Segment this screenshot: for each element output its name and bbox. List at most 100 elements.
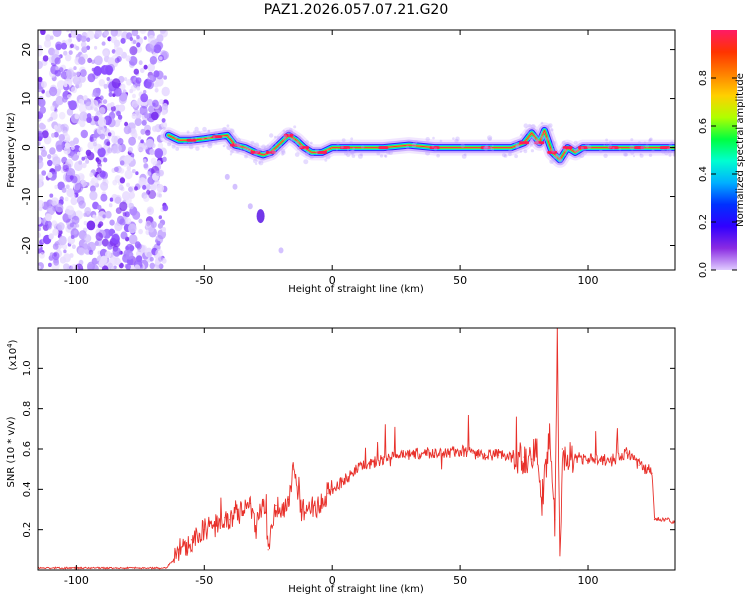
ridge-scatter-dot xyxy=(536,129,539,132)
ridge-scatter-dot xyxy=(672,151,675,155)
ridge-scatter-dot xyxy=(314,148,319,153)
noise-blob xyxy=(125,55,131,62)
noise-blob xyxy=(55,203,64,213)
noise-blob xyxy=(103,157,108,163)
ridge-scatter-dot xyxy=(666,147,672,153)
noise-blob xyxy=(116,56,122,62)
noise-blob xyxy=(140,67,145,74)
noise-blob xyxy=(143,163,149,169)
noise-blob xyxy=(111,78,121,89)
snr-y-scale-label: (x104) xyxy=(6,339,19,370)
noise-blob xyxy=(53,124,58,130)
snr-point xyxy=(648,468,651,470)
noise-blob xyxy=(41,130,49,139)
snr-point xyxy=(485,454,487,456)
ridge-scatter-dot xyxy=(432,136,435,140)
noise-blob xyxy=(114,50,121,57)
noise-blob xyxy=(109,197,114,202)
snr-point xyxy=(633,458,635,460)
noise-blob xyxy=(114,166,119,172)
ridge-peak xyxy=(186,138,197,142)
noise-blob xyxy=(93,115,99,122)
spectrogram-y-tick-label: -20 xyxy=(20,237,33,255)
noise-blob xyxy=(55,41,63,50)
snr-point xyxy=(643,468,645,470)
ridge-scatter-dot xyxy=(351,154,356,158)
ridge-scatter-dot xyxy=(648,139,651,143)
noise-blob xyxy=(134,117,142,127)
noise-blob xyxy=(48,262,52,268)
ridge-scatter-dot xyxy=(231,135,237,141)
noise-blob xyxy=(138,228,144,235)
snr-point xyxy=(554,519,556,521)
noise-blob xyxy=(41,81,47,88)
spectrogram-y-tick-label: 0 xyxy=(20,144,33,151)
noise-blob xyxy=(83,53,88,60)
noise-blob xyxy=(156,184,164,193)
ridge-scatter-dot xyxy=(229,153,232,156)
noise-blob xyxy=(140,93,149,103)
ridge-scatter-dot xyxy=(645,144,649,149)
ridge-scatter-dot xyxy=(222,126,227,132)
noise-blob xyxy=(52,30,62,38)
noise-blob xyxy=(61,187,67,193)
spectrogram-x-tick-label: 50 xyxy=(453,274,467,287)
ridge-scatter-dot xyxy=(281,150,286,155)
noise-blob xyxy=(52,228,59,236)
noise-blob xyxy=(48,233,54,240)
noise-blob xyxy=(83,220,88,226)
noise-blob xyxy=(65,184,70,189)
noise-blob xyxy=(53,49,60,56)
noise-blob xyxy=(126,182,130,188)
noise-blob xyxy=(87,73,96,83)
ridge-scatter-dot xyxy=(412,140,417,145)
noise-blob xyxy=(51,200,57,207)
ridge-scatter-dot xyxy=(288,133,290,136)
noise-blob xyxy=(98,259,105,267)
ridge-scatter-dot xyxy=(537,143,542,148)
noise-blob xyxy=(96,204,102,211)
noise-blob xyxy=(143,64,148,70)
noise-blob xyxy=(146,44,155,53)
noise-blob xyxy=(63,253,71,263)
ridge-scatter-dot xyxy=(350,149,355,155)
ridge-peak xyxy=(519,141,530,145)
ridge-scatter-dot xyxy=(561,140,566,145)
ridge-scatter-dot xyxy=(376,151,381,156)
ridge-scatter-dot xyxy=(425,150,431,156)
snr-point xyxy=(229,519,231,521)
ridge-scatter-dot xyxy=(573,140,578,145)
noise-blob xyxy=(153,266,158,270)
ridge-scatter-dot xyxy=(196,130,200,134)
ridge-scatter-dot xyxy=(254,148,260,154)
ridge-scatter-dot xyxy=(271,149,277,155)
ridge-scatter-dot xyxy=(266,154,271,159)
noise-blob xyxy=(110,105,116,112)
ridge-scatter-dot xyxy=(237,143,242,148)
noise-blob xyxy=(132,169,136,174)
noise-blob xyxy=(134,241,141,249)
snr-point xyxy=(567,458,569,460)
ridge-scatter-dot xyxy=(191,137,194,140)
noise-blob xyxy=(60,123,69,133)
ridge-scatter-dot xyxy=(540,132,543,135)
snr-point xyxy=(561,448,564,450)
ridge-scatter-dot xyxy=(585,142,589,147)
ridge-scatter-dot xyxy=(292,132,297,137)
snr-point xyxy=(357,468,359,470)
ridge-scatter-dot xyxy=(269,144,274,149)
noise-blob xyxy=(38,98,46,107)
noise-blob xyxy=(39,106,46,114)
ridge-scatter-dot xyxy=(639,153,644,158)
secondary-trace-point xyxy=(247,203,253,210)
noise-blob xyxy=(58,235,67,246)
noise-blob xyxy=(86,116,92,124)
colorbar-gradient xyxy=(711,30,737,270)
noise-blob xyxy=(53,258,60,266)
noise-blob xyxy=(65,54,72,62)
noise-blob xyxy=(58,111,66,120)
noise-blob xyxy=(148,105,155,113)
colorbar-tick-label: 0.4 xyxy=(698,166,709,182)
ridge-scatter-dot xyxy=(294,140,299,146)
noise-blob xyxy=(38,76,43,83)
